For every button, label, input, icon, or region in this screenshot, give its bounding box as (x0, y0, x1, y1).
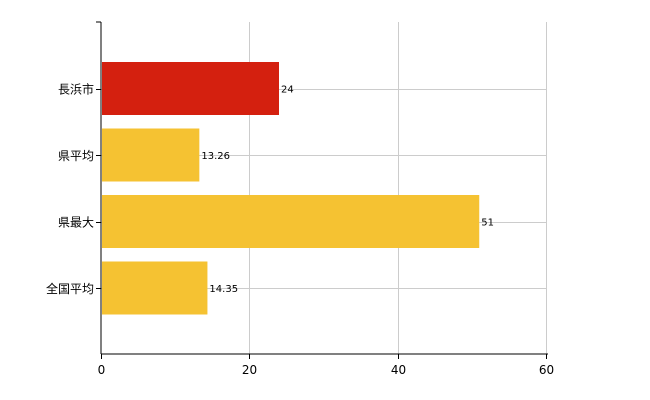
data-label: 14.35 (209, 284, 238, 295)
x-tick-label: 60 (539, 363, 554, 377)
data-label: 24 (281, 85, 294, 96)
category-label: 長浜市 (58, 82, 94, 97)
data-label: 51 (481, 218, 494, 229)
bar (102, 261, 208, 315)
bar (102, 128, 200, 182)
x-tick-label: 40 (391, 363, 406, 377)
axes (96, 21, 548, 359)
category-label: 県平均 (58, 149, 94, 163)
labels: 0 20 40 60 長浜市 24 県平均 13.26 県最大 51 全国平均 14.35 (46, 82, 554, 378)
x-tick-label: 20 (242, 363, 257, 377)
bars (102, 62, 480, 315)
bar (102, 62, 279, 115)
data-label: 13.26 (201, 151, 230, 162)
category-label: 全国平均 (46, 281, 94, 296)
x-tick-label: 0 (98, 363, 106, 377)
bar (102, 195, 480, 248)
category-label: 県最大 (58, 216, 94, 230)
